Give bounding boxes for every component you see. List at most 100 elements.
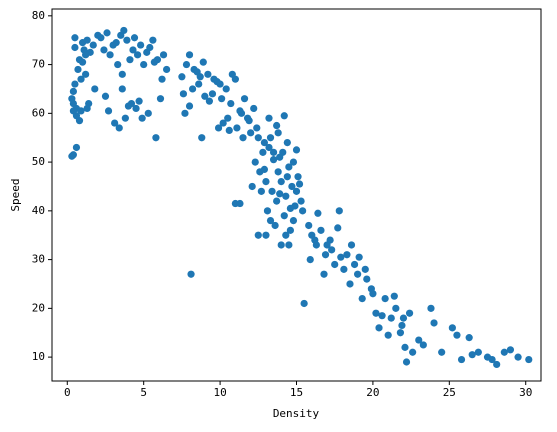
x-tick-label: 30 [519,386,532,399]
point [363,275,371,283]
x-tick-label: 0 [64,386,71,399]
point [150,58,158,66]
point [265,143,273,152]
point [100,46,108,54]
point [321,251,330,259]
point [277,177,285,186]
point [274,168,282,176]
point [149,36,157,44]
point [82,70,90,78]
x-tick-label: 10 [213,386,226,399]
point [427,304,435,312]
point [305,221,313,230]
point [276,190,284,198]
point [83,104,91,113]
point [292,146,301,154]
point [77,107,85,115]
point [259,148,267,156]
point [282,192,290,200]
point [266,134,275,142]
point [282,231,290,239]
point [286,226,294,234]
point [178,73,186,81]
point [474,348,482,356]
point [198,134,206,142]
point [196,73,204,81]
point [381,295,389,303]
point [355,253,363,261]
point [392,304,400,312]
point [106,51,114,59]
point [240,95,249,103]
point [280,212,288,220]
y-axis-label: Speed [9,178,22,211]
point [115,124,123,132]
point [260,165,269,174]
point [285,163,293,171]
point [127,99,136,108]
point [266,216,275,225]
point [132,104,140,113]
point [337,253,345,261]
point [271,221,279,230]
point [216,80,224,88]
point [292,187,301,195]
point [114,60,122,69]
point [262,177,270,186]
y-tick-label: 50 [32,155,45,168]
point [253,124,261,132]
point [317,226,325,234]
point [346,280,354,288]
point [118,85,126,93]
point [120,26,128,35]
point [163,65,171,74]
point [225,126,233,134]
point [236,199,244,208]
point [135,97,143,105]
point [390,292,398,300]
point [69,87,77,95]
y-tick-label: 10 [32,350,45,363]
point [210,75,218,83]
y-tick-label: 30 [32,253,45,266]
point [350,260,359,269]
point [396,329,405,337]
point [68,95,76,103]
point [265,114,273,122]
point [185,51,194,59]
point [334,224,342,232]
point [295,180,304,188]
point [111,119,119,127]
y-tick-label: 80 [32,9,45,22]
point [269,156,278,164]
point [91,85,99,93]
point [78,58,87,66]
point [188,85,197,93]
point [468,351,476,359]
point [269,148,278,156]
point [104,107,113,115]
point [250,104,258,113]
point [314,209,322,217]
point [71,34,79,42]
y-tick-label: 60 [32,106,45,119]
point [457,355,466,364]
point [233,124,241,132]
y-tick-label: 20 [32,301,45,314]
x-tick-label: 5 [140,386,147,399]
point [506,346,515,354]
point [247,129,255,137]
point [375,324,383,332]
point [137,41,145,49]
point [405,309,414,317]
point [97,34,105,42]
point [401,343,409,351]
point [280,112,288,120]
x-axis-label: Density [273,407,320,420]
point [69,151,77,159]
point [399,314,408,322]
point [218,95,226,103]
point [179,90,188,98]
point [378,312,386,320]
